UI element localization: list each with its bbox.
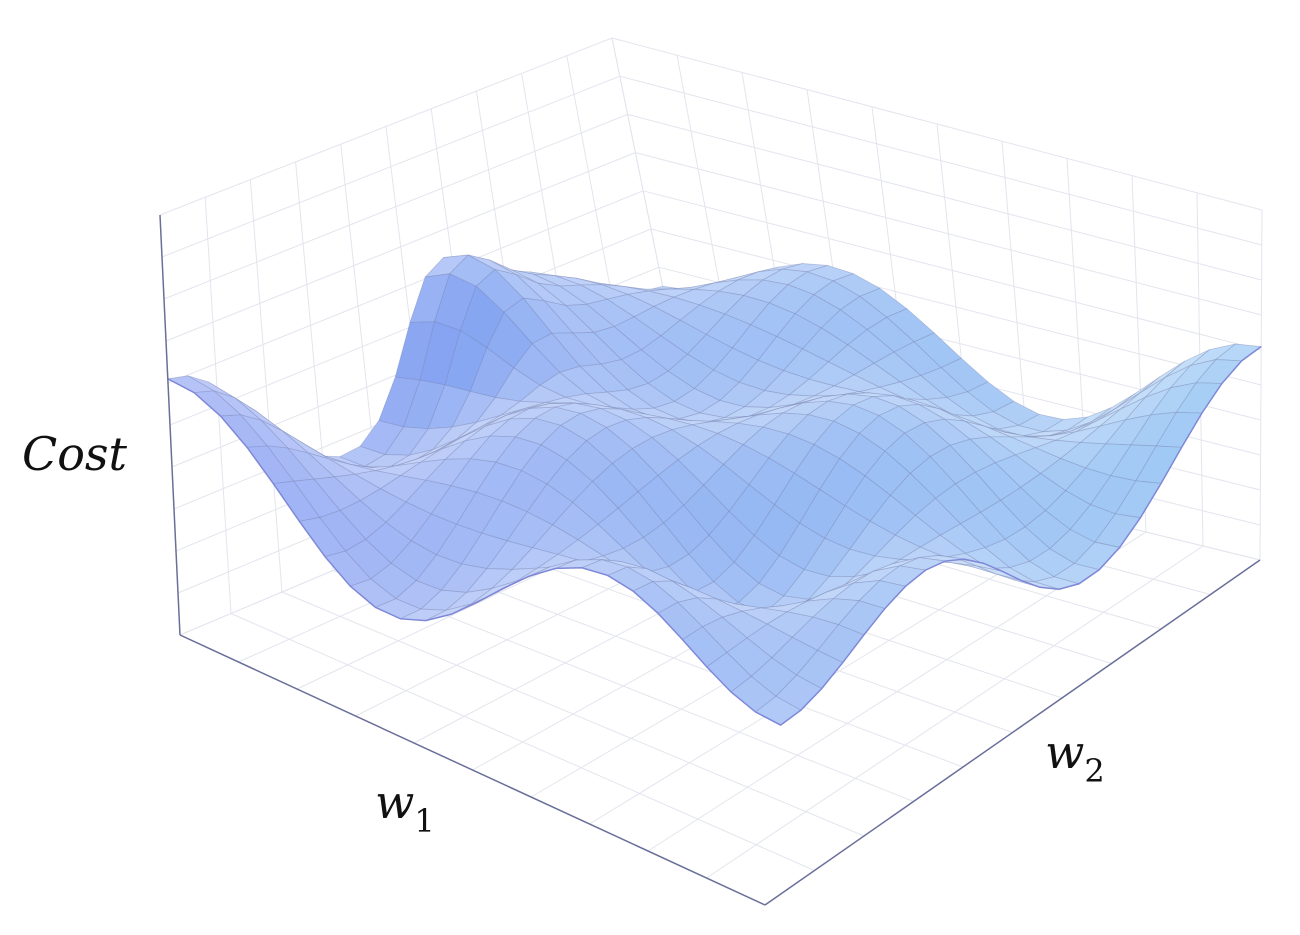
axes: [159, 214, 1261, 906]
grid-line: [611, 37, 1263, 211]
grid-line: [159, 37, 613, 216]
grid-line: [706, 545, 1204, 879]
y-axis-label-base: w: [1045, 725, 1084, 779]
grid-line: [635, 152, 1262, 316]
x-axis-line: [179, 634, 766, 906]
surface: [167, 254, 1262, 726]
grid-line: [627, 113, 1262, 281]
y-axis-label: w2: [1045, 725, 1105, 790]
grid-line: [167, 190, 644, 384]
grid-line: [163, 113, 628, 300]
grid-line: [643, 190, 1262, 351]
z-axis-line: [159, 214, 181, 636]
grid-line: [619, 75, 1262, 246]
x-axis-label: w1: [375, 775, 435, 840]
y-axis-label-sub: 2: [1084, 752, 1104, 790]
x-axis-label-sub: 1: [414, 802, 434, 840]
grid-line: [161, 75, 620, 258]
surface-edge: [167, 345, 1262, 726]
y-axis-line: [764, 559, 1261, 906]
grid-line: [1259, 209, 1263, 561]
grid-line: [165, 152, 636, 342]
grid-line: [650, 228, 1262, 386]
z-axis-label: Cost: [22, 427, 127, 481]
x-axis-label-base: w: [375, 775, 414, 829]
